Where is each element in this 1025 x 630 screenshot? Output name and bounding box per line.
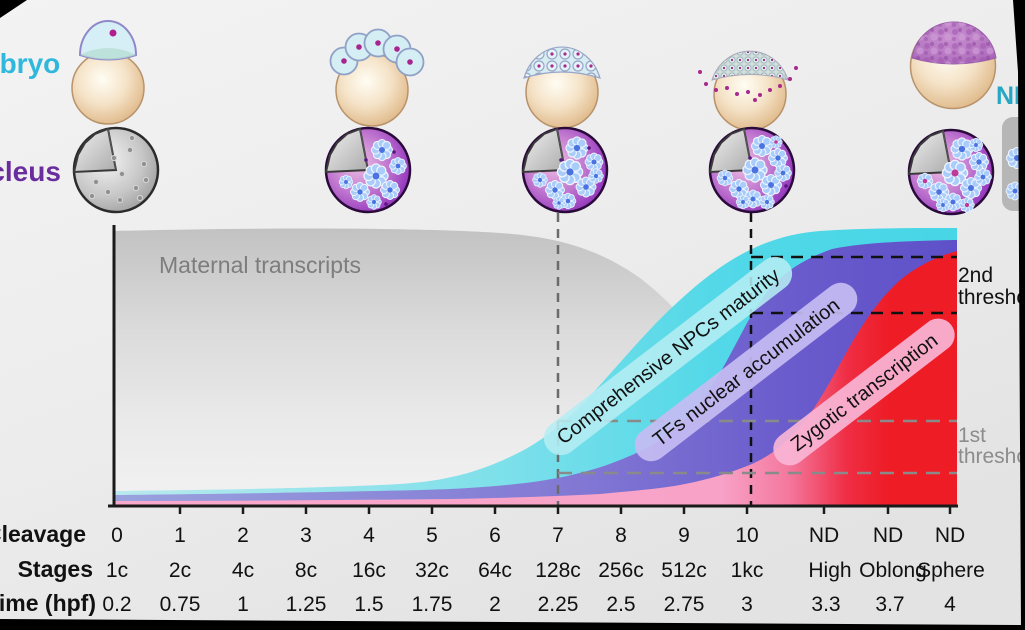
cleavage-row: 0 1 2 3 4 5 6 7 8 9 10 ND ND ND bbox=[111, 524, 965, 547]
svg-text:ND: ND bbox=[935, 524, 965, 547]
time-row: 0.2 0.75 1 1.25 1.5 1.75 2 2.25 2.5 2.75 3 3.3… bbox=[102, 593, 956, 616]
scattered-nuclei-dots bbox=[698, 66, 798, 102]
cell-nucleus-dot bbox=[109, 29, 117, 37]
svg-text:64c: 64c bbox=[478, 559, 512, 582]
svg-text:ND: ND bbox=[809, 524, 839, 547]
nucleus-row-label: Nucleus bbox=[0, 156, 61, 187]
svg-text:0: 0 bbox=[111, 524, 123, 547]
x-axis-ticks bbox=[178, 506, 952, 514]
svg-text:7: 7 bbox=[552, 524, 564, 547]
cell-cap bbox=[711, 50, 789, 81]
svg-text:2.75: 2.75 bbox=[664, 593, 705, 616]
svg-text:1c: 1c bbox=[106, 559, 128, 582]
maternal-label: Maternal transcripts bbox=[159, 252, 361, 278]
embryo-stage-sphere bbox=[909, 21, 997, 110]
svg-text:2: 2 bbox=[489, 593, 501, 616]
svg-text:9: 9 bbox=[678, 524, 690, 547]
tf-curve-area bbox=[114, 240, 957, 506]
svg-text:ND: ND bbox=[873, 524, 903, 547]
cell-cap bbox=[523, 46, 601, 79]
svg-text:threshold: threshold bbox=[958, 286, 1025, 309]
svg-text:128c: 128c bbox=[535, 559, 581, 582]
svg-text:2nd: 2nd bbox=[958, 264, 993, 287]
embryo-stage-128c bbox=[523, 46, 601, 129]
embryo-row-label: Embryo bbox=[0, 48, 60, 79]
svg-text:256c: 256c bbox=[598, 559, 644, 582]
svg-text:1kc: 1kc bbox=[731, 559, 764, 582]
svg-text:10: 10 bbox=[735, 524, 758, 547]
svg-text:0.75: 0.75 bbox=[160, 593, 201, 616]
svg-text:1: 1 bbox=[237, 593, 249, 616]
svg-text:6: 6 bbox=[489, 524, 501, 547]
svg-text:0.2: 0.2 bbox=[102, 593, 131, 616]
embryo-stage-1kc bbox=[698, 50, 798, 131]
stage-table: Cleavage Stages Time (hpf) 0 1 2 3 4 5 6 7 8… bbox=[0, 521, 985, 616]
svg-text:Oblong: Oblong bbox=[859, 559, 927, 582]
svg-text:1.5: 1.5 bbox=[354, 593, 383, 616]
second-threshold-label: 2nd threshold bbox=[958, 264, 1025, 309]
row-label-stages: Stages bbox=[18, 556, 93, 582]
svg-text:1.25: 1.25 bbox=[286, 593, 327, 616]
svg-text:1.75: 1.75 bbox=[412, 593, 453, 616]
svg-text:2: 2 bbox=[237, 524, 249, 547]
plot-area: Maternal transcripts Comprehensive NPCs … bbox=[108, 213, 1025, 514]
svg-text:4: 4 bbox=[363, 524, 375, 547]
svg-text:8c: 8c bbox=[295, 559, 317, 582]
svg-text:512c: 512c bbox=[661, 559, 707, 582]
svg-text:8: 8 bbox=[615, 524, 627, 547]
nucleus-stage-128c bbox=[521, 126, 609, 214]
svg-text:2.5: 2.5 bbox=[606, 593, 635, 616]
svg-text:High: High bbox=[808, 559, 851, 582]
nucleus-stage-1c bbox=[72, 126, 160, 214]
svg-text:4: 4 bbox=[944, 593, 956, 616]
svg-text:4c: 4c bbox=[232, 559, 254, 582]
svg-text:3: 3 bbox=[300, 524, 312, 547]
zygotic-curve-area bbox=[114, 251, 957, 506]
nucleus-stage-16c bbox=[324, 126, 412, 214]
svg-text:2.25: 2.25 bbox=[538, 593, 579, 616]
stages-row: 1c 2c 4c 8c 16c 32c 64c 128c 256c 512c 1kc Hig… bbox=[106, 559, 985, 582]
svg-text:2c: 2c bbox=[169, 559, 191, 582]
embryo-stage-1c bbox=[71, 20, 145, 125]
svg-text:32c: 32c bbox=[415, 559, 449, 582]
svg-text:threshold: threshold bbox=[958, 445, 1025, 468]
nucleus-stage-1kc bbox=[708, 126, 796, 214]
svg-text:3.7: 3.7 bbox=[875, 593, 904, 616]
svg-text:3: 3 bbox=[741, 593, 753, 616]
nucleus-stage-sphere bbox=[907, 128, 995, 216]
svg-text:1: 1 bbox=[174, 524, 186, 547]
svg-text:Sphere: Sphere bbox=[917, 559, 985, 582]
svg-text:16c: 16c bbox=[352, 559, 386, 582]
svg-text:1st: 1st bbox=[958, 424, 986, 447]
row-label-time: Time (hpf) bbox=[0, 590, 96, 616]
row-label-cleavage: Cleavage bbox=[0, 521, 86, 547]
embryo-stage-16c bbox=[329, 28, 425, 127]
svg-text:3.3: 3.3 bbox=[811, 593, 840, 616]
first-threshold-label: 1st threshold bbox=[958, 424, 1025, 468]
svg-text:5: 5 bbox=[426, 524, 438, 547]
